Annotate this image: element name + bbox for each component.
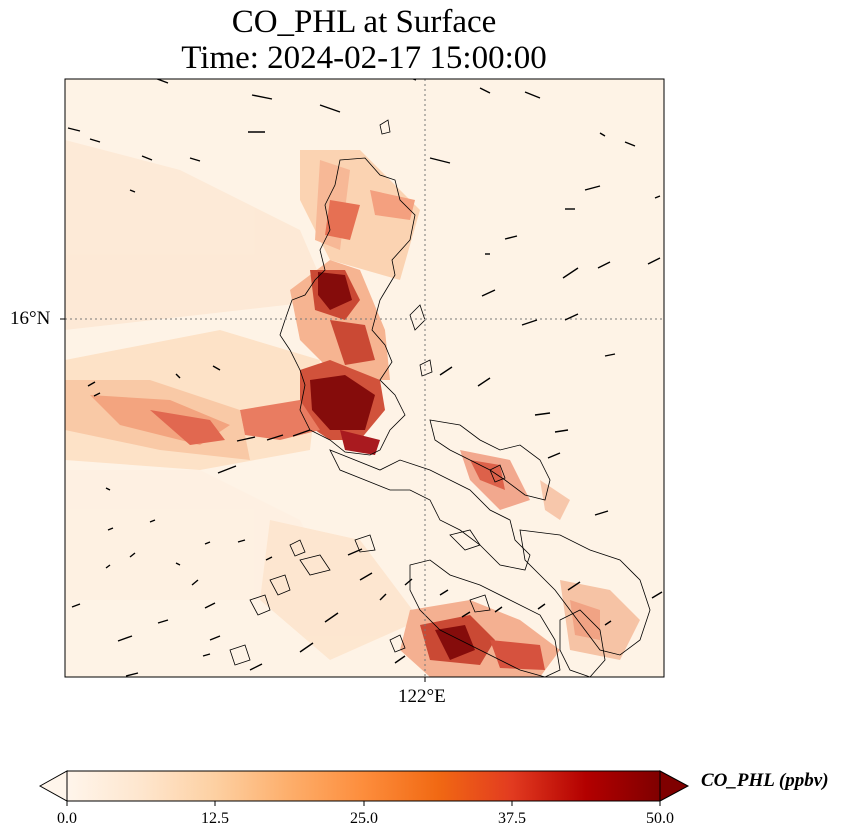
colorbar-extend-min bbox=[38, 770, 68, 802]
colorbar-tick-4: 50.0 bbox=[646, 810, 674, 827]
longitude-tick-label: 122°E bbox=[398, 686, 446, 707]
colorbar-tick-2: 25.0 bbox=[350, 810, 378, 827]
colorbar-gradient bbox=[66, 770, 661, 802]
colorbar-tick-0: 0.0 bbox=[57, 810, 77, 827]
colorbar-extend-max bbox=[659, 770, 690, 802]
map-frame bbox=[64, 78, 665, 678]
map-time: Time: 2024-02-17 15:00:00 bbox=[181, 40, 547, 76]
wind-vectors bbox=[67, 79, 663, 677]
map-title: CO_PHL at Surface bbox=[231, 4, 497, 40]
colorbar bbox=[38, 770, 690, 806]
colorbar-tick-3: 37.5 bbox=[498, 810, 526, 827]
colorbar-tick-1: 12.5 bbox=[201, 810, 229, 827]
latitude-tick-label: 16°N bbox=[10, 308, 51, 329]
map-panel bbox=[65, 79, 664, 677]
co-field bbox=[65, 140, 640, 677]
colorbar-label: CO_PHL (ppbv) bbox=[701, 770, 829, 791]
coastlines bbox=[229, 119, 651, 677]
